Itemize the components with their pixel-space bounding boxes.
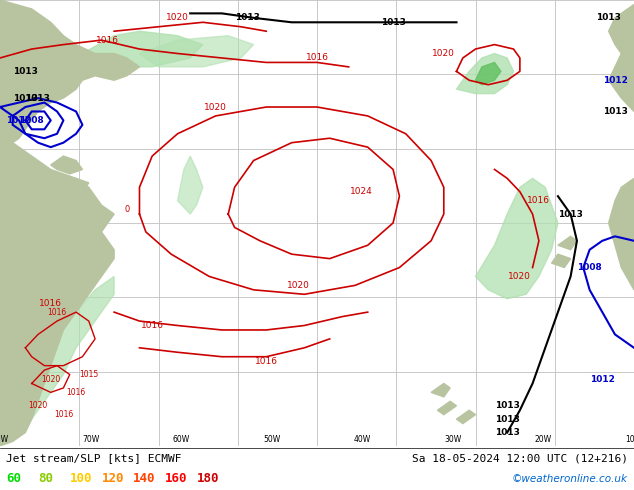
- Text: 1020: 1020: [29, 401, 48, 410]
- Text: 1016: 1016: [67, 388, 86, 397]
- Text: 1020: 1020: [204, 102, 227, 112]
- Text: 1016: 1016: [39, 299, 62, 308]
- Polygon shape: [0, 143, 114, 446]
- Text: 1016: 1016: [527, 196, 550, 205]
- Text: ©weatheronline.co.uk: ©weatheronline.co.uk: [512, 474, 628, 484]
- Text: 1013: 1013: [13, 67, 37, 76]
- Text: 1013: 1013: [25, 94, 50, 102]
- Text: 1012: 1012: [6, 116, 31, 125]
- Text: 1013: 1013: [558, 210, 583, 219]
- Text: 1012: 1012: [590, 374, 615, 384]
- Text: 1013: 1013: [602, 107, 628, 116]
- Text: 1013: 1013: [495, 415, 520, 424]
- Polygon shape: [609, 178, 634, 290]
- Text: 1016: 1016: [141, 321, 164, 330]
- Text: 70W: 70W: [82, 435, 99, 443]
- Text: 180: 180: [197, 472, 219, 486]
- Polygon shape: [609, 45, 634, 112]
- Polygon shape: [0, 0, 139, 147]
- Text: 30W: 30W: [444, 435, 462, 443]
- Text: 1020: 1020: [166, 13, 189, 23]
- Text: 1008: 1008: [577, 263, 602, 272]
- Text: 1013: 1013: [495, 428, 520, 437]
- Polygon shape: [63, 178, 89, 192]
- Polygon shape: [476, 178, 558, 299]
- Text: 20W: 20W: [535, 435, 552, 443]
- Polygon shape: [552, 254, 571, 268]
- Text: 1020: 1020: [508, 272, 531, 281]
- Text: 1016: 1016: [255, 357, 278, 366]
- Text: 1016: 1016: [96, 36, 119, 45]
- Text: 1016: 1016: [48, 308, 67, 317]
- Polygon shape: [476, 62, 501, 85]
- Polygon shape: [82, 31, 203, 67]
- Polygon shape: [431, 384, 450, 397]
- Text: 100: 100: [70, 472, 92, 486]
- Text: 60: 60: [6, 472, 22, 486]
- Text: 140: 140: [133, 472, 155, 486]
- Text: 1016: 1016: [54, 410, 73, 419]
- Polygon shape: [558, 236, 577, 250]
- Polygon shape: [609, 4, 634, 53]
- Text: 1024: 1024: [350, 187, 373, 196]
- Polygon shape: [38, 174, 57, 183]
- Text: 1013: 1013: [495, 401, 520, 410]
- Text: 1020: 1020: [41, 374, 60, 384]
- Text: 1020: 1020: [287, 281, 309, 290]
- Text: 120: 120: [101, 472, 124, 486]
- Polygon shape: [437, 401, 456, 415]
- Polygon shape: [51, 156, 82, 174]
- Text: 60W: 60W: [172, 435, 190, 443]
- Text: 50W: 50W: [263, 435, 280, 443]
- Text: 1013: 1013: [13, 94, 37, 102]
- Text: 1013: 1013: [597, 13, 621, 23]
- Text: 40W: 40W: [354, 435, 371, 443]
- Text: 1013: 1013: [235, 13, 260, 23]
- Text: 160: 160: [165, 472, 187, 486]
- Text: 1016: 1016: [306, 53, 328, 62]
- Polygon shape: [456, 410, 476, 423]
- Text: 80: 80: [38, 472, 53, 486]
- Text: 10W: 10W: [625, 435, 634, 443]
- Polygon shape: [178, 156, 203, 214]
- Text: 0: 0: [124, 205, 129, 214]
- Text: 1013: 1013: [380, 18, 406, 27]
- Text: 1020: 1020: [432, 49, 455, 58]
- Polygon shape: [456, 53, 514, 94]
- Text: 1012: 1012: [602, 76, 628, 85]
- Polygon shape: [139, 36, 254, 67]
- Polygon shape: [13, 276, 114, 419]
- Text: 1015: 1015: [79, 370, 98, 379]
- Text: Jet stream/SLP [kts] ECMWF: Jet stream/SLP [kts] ECMWF: [6, 453, 182, 463]
- Text: Sa 18-05-2024 12:00 UTC (12+216): Sa 18-05-2024 12:00 UTC (12+216): [411, 453, 628, 463]
- Text: 1008: 1008: [19, 116, 44, 125]
- Text: 80W: 80W: [0, 435, 9, 443]
